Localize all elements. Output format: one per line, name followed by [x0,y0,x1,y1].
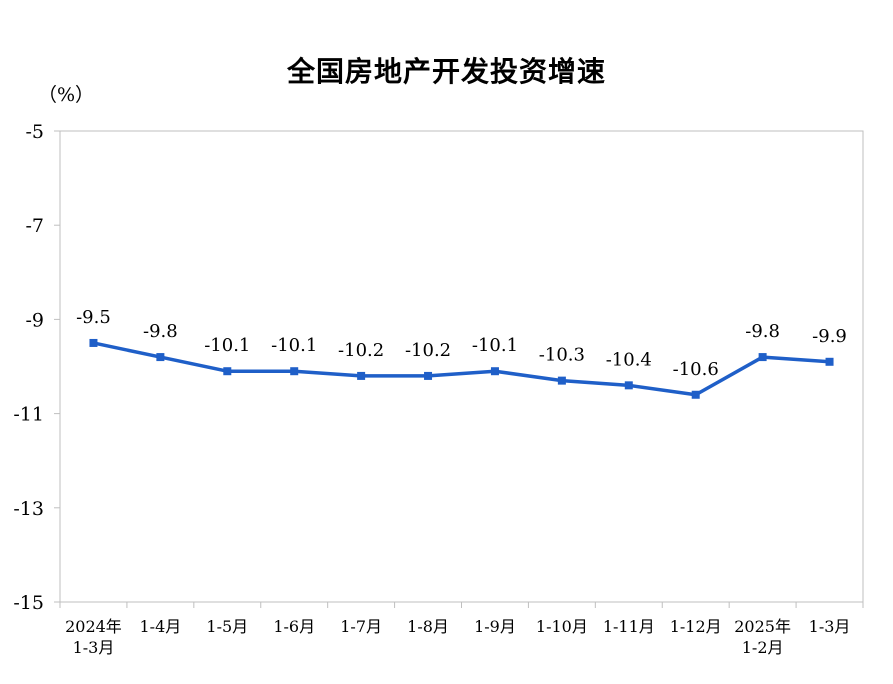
data-point [624,381,633,390]
y-tick-label: -15 [13,592,44,614]
data-point [557,376,566,385]
y-tick-label: -11 [13,404,44,426]
x-tick-label: 1-9月 [474,617,516,636]
data-point [357,371,366,380]
x-tick-label: 1-6月 [273,617,315,636]
data-label: -10.3 [539,345,585,366]
y-tick-label: -13 [13,498,44,520]
data-label: -9.5 [76,307,111,328]
data-label: -10.1 [472,335,518,356]
x-tick-label: 1-11月 [603,617,655,636]
data-point [691,390,700,399]
chart-title: 全国房地产开发投资增速 [286,55,606,88]
data-point [490,367,499,376]
x-tick-label: 1-3月 [73,638,115,657]
data-point [825,357,834,366]
x-tick-label: 2024年 [65,617,122,636]
y-tick-label: -5 [25,121,44,143]
data-label: -9.8 [143,321,178,342]
data-label: -10.1 [271,335,317,356]
data-label: -10.6 [673,359,719,380]
x-tick-label: 1-7月 [340,617,382,636]
data-label: -10.4 [606,349,652,370]
x-tick-label: 2025年 [734,617,791,636]
y-axis-unit-label: （%） [38,84,95,106]
data-point [156,353,165,362]
data-point [758,353,767,362]
data-label: -9.8 [745,321,780,342]
x-tick-label: 1-10月 [536,617,588,636]
data-label: -10.2 [405,340,451,361]
data-point [290,367,299,376]
x-tick-label: 1-2月 [742,638,784,657]
x-tick-label: 1-4月 [139,617,181,636]
x-tick-label: 1-8月 [407,617,449,636]
x-tick-label: 1-12月 [670,617,722,636]
data-point [223,367,232,376]
data-label: -9.9 [812,326,847,347]
data-point [89,338,98,347]
y-tick-label: -7 [25,215,44,237]
data-label: -10.2 [338,340,384,361]
y-tick-label: -9 [25,309,44,331]
x-tick-label: 1-3月 [809,617,851,636]
x-tick-label: 1-5月 [206,617,248,636]
series-line [93,341,830,397]
data-point [424,371,433,380]
data-label: -10.1 [204,335,250,356]
